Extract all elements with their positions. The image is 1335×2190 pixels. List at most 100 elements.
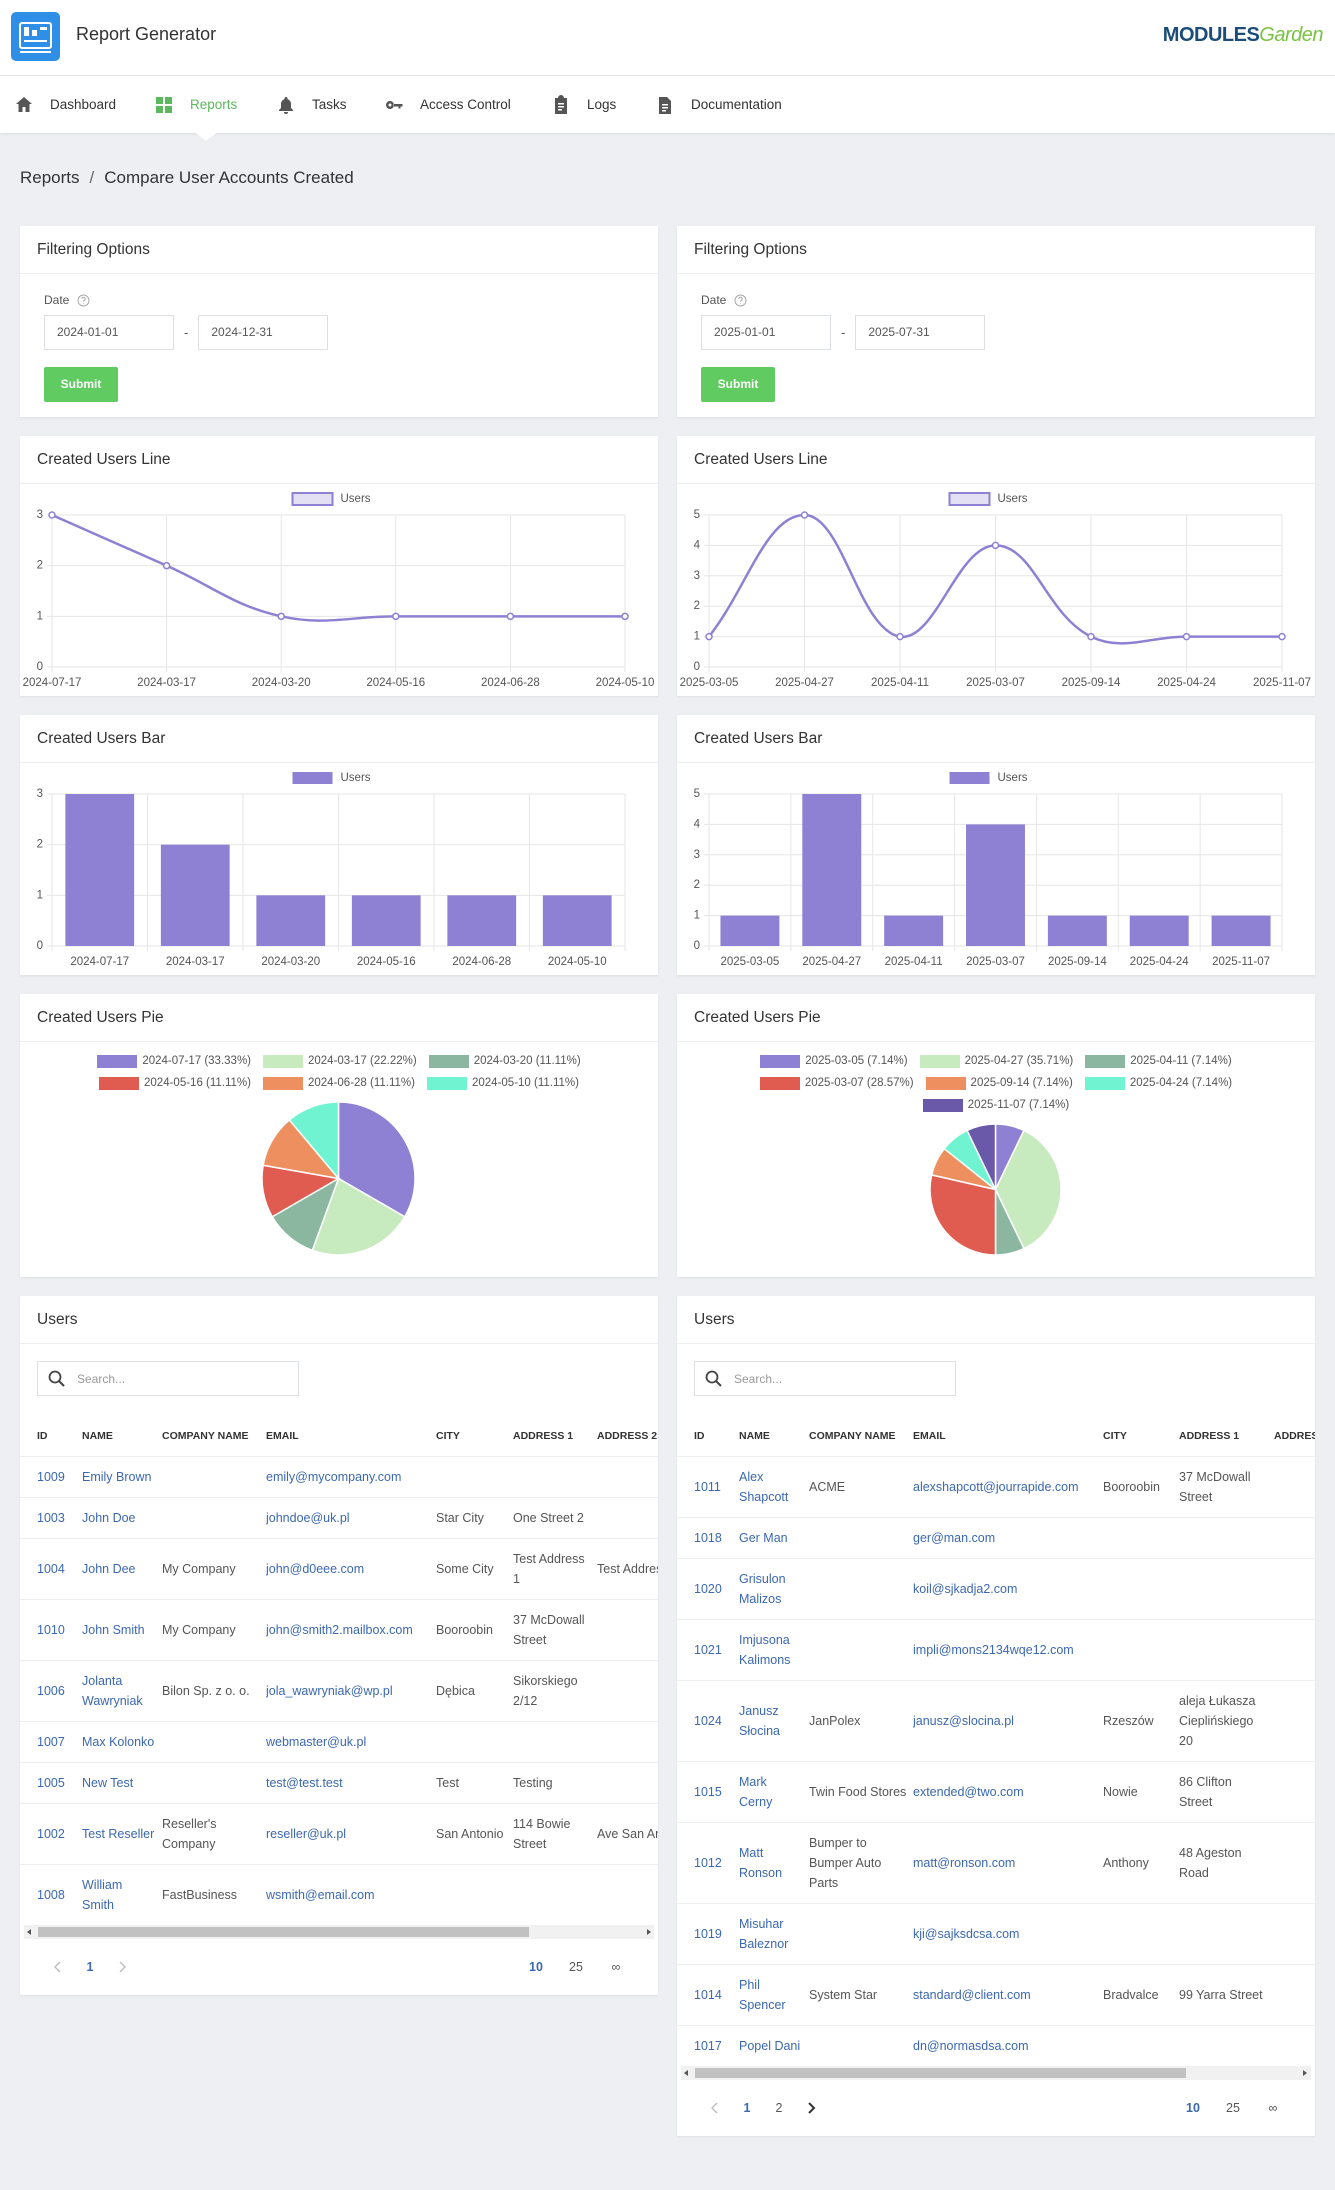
search-box[interactable]: Search... (37, 1361, 299, 1396)
legend-item[interactable]: 2024-03-17 (22.22%) (263, 1050, 417, 1072)
cell-email[interactable]: extended@two.com (913, 1761, 1103, 1823)
cell-id[interactable]: 1020 (677, 1558, 739, 1620)
column-header[interactable]: ID (694, 1430, 705, 1442)
legend-item[interactable]: 2024-06-28 (11.11%) (263, 1072, 415, 1094)
nav-item[interactable]: Tasks (276, 76, 347, 133)
page-size[interactable]: 10 (1186, 2101, 1200, 2115)
cell-email[interactable]: alexshapcott@jourrapide.com (913, 1456, 1103, 1518)
cell-id[interactable]: 1008 (20, 1864, 82, 1925)
page-size[interactable]: 25 (1226, 2101, 1240, 2115)
legend-item[interactable]: 2025-04-11 (7.14%) (1085, 1050, 1232, 1072)
scroll-thumb[interactable] (38, 1927, 530, 1937)
cell-name[interactable]: Imjusona Kalimons (739, 1619, 809, 1681)
cell-name[interactable]: William Smith (82, 1864, 162, 1925)
cell-id[interactable]: 1012 (677, 1822, 739, 1904)
column-header[interactable]: ADDRESS 1 (1179, 1430, 1240, 1442)
cell-email[interactable]: standard@client.com (913, 1964, 1103, 2026)
cell-id[interactable]: 1009 (20, 1456, 82, 1498)
date-from-input[interactable]: 2025-01-01 (701, 315, 831, 350)
page-number[interactable]: 1 (743, 2101, 751, 2115)
legend-item[interactable]: 2024-05-10 (11.11%) (426, 1072, 579, 1094)
cell-email[interactable]: webmaster@uk.pl (266, 1721, 436, 1763)
page-size[interactable]: ∞ (611, 1960, 621, 1974)
page-size[interactable]: 25 (569, 1960, 583, 1974)
column-header[interactable]: COMPANY NAME (809, 1430, 896, 1442)
legend-item[interactable]: 2025-03-07 (28.57%) (759, 1072, 914, 1094)
cell-name[interactable]: Mark Cerny (739, 1761, 809, 1823)
cell-email[interactable]: test@test.test (266, 1762, 436, 1804)
cell-name[interactable]: Grisulon Malizos (739, 1558, 809, 1620)
cell-email[interactable]: impli@mons2134wqe12.com (913, 1619, 1103, 1681)
column-header[interactable]: ADDRESS 1 (513, 1430, 574, 1442)
next-page[interactable] (795, 2101, 827, 2115)
legend-item[interactable]: 2025-11-07 (7.14%) (922, 1094, 1069, 1116)
cell-name[interactable]: Phil Spencer (739, 1964, 809, 2026)
nav-item[interactable]: Reports (154, 76, 237, 133)
column-header[interactable]: CITY (436, 1430, 460, 1442)
cell-email[interactable]: john@d0eee.com (266, 1538, 436, 1600)
column-header[interactable]: COMPANY NAME (162, 1430, 249, 1442)
cell-email[interactable]: koil@sjkadja2.com (913, 1558, 1103, 1620)
cell-email[interactable]: john@smith2.mailbox.com (266, 1599, 436, 1661)
cell-id[interactable]: 1024 (677, 1680, 739, 1762)
legend-item[interactable]: 2025-03-05 (7.14%) (760, 1050, 908, 1072)
nav-item[interactable]: Access Control (384, 76, 511, 133)
page-number[interactable]: 2 (775, 2101, 783, 2115)
column-header[interactable]: CITY (1103, 1430, 1127, 1442)
legend-item[interactable]: 2024-05-16 (11.11%) (99, 1072, 251, 1094)
column-header[interactable]: ADDRESS 2 (1274, 1430, 1315, 1442)
page-size[interactable]: ∞ (1268, 2101, 1278, 2115)
nav-item[interactable]: Logs (551, 76, 616, 133)
column-header[interactable]: ID (37, 1430, 48, 1442)
cell-email[interactable]: dn@normasdsa.com (913, 2025, 1103, 2066)
search-box[interactable]: Search... (694, 1361, 956, 1396)
nav-item[interactable]: Documentation (655, 76, 782, 133)
cell-name[interactable]: Matt Ronson (739, 1822, 809, 1904)
column-header[interactable]: NAME (739, 1430, 770, 1442)
legend-item[interactable]: 2025-09-14 (7.14%) (925, 1072, 1073, 1094)
page-size[interactable]: 10 (529, 1960, 543, 1974)
cell-id[interactable]: 1014 (677, 1964, 739, 2026)
breadcrumb-item[interactable]: Reports (20, 168, 80, 187)
cell-id[interactable]: 1004 (20, 1538, 82, 1600)
cell-id[interactable]: 1015 (677, 1761, 739, 1823)
scroll-thumb[interactable] (695, 2068, 1187, 2078)
cell-name[interactable]: Popel Dani (739, 2025, 809, 2066)
submit-button[interactable]: Submit (701, 367, 775, 402)
cell-name[interactable]: Misuhar Baleznor (739, 1903, 809, 1965)
cell-id[interactable]: 1017 (677, 2025, 739, 2066)
cell-email[interactable]: johndoe@uk.pl (266, 1497, 436, 1539)
cell-email[interactable]: jola_wawryniak@wp.pl (266, 1660, 436, 1722)
cell-id[interactable]: 1007 (20, 1721, 82, 1763)
cell-name[interactable]: John Doe (82, 1497, 162, 1539)
cell-id[interactable]: 1010 (20, 1599, 82, 1661)
cell-id[interactable]: 1018 (677, 1517, 739, 1559)
cell-id[interactable]: 1002 (20, 1803, 82, 1865)
cell-id[interactable]: 1005 (20, 1762, 82, 1804)
cell-name[interactable]: John Smith (82, 1599, 162, 1661)
legend-item[interactable]: 2025-04-24 (7.14%) (1084, 1072, 1232, 1094)
cell-email[interactable]: matt@ronson.com (913, 1822, 1103, 1904)
cell-email[interactable]: reseller@uk.pl (266, 1803, 436, 1865)
cell-name[interactable]: John Dee (82, 1538, 162, 1600)
cell-name[interactable]: Ger Man (739, 1517, 809, 1559)
nav-item[interactable]: Dashboard (14, 76, 116, 133)
cell-name[interactable]: Alex Shapcott (739, 1456, 809, 1518)
legend-item[interactable]: 2025-04-27 (35.71%) (919, 1050, 1073, 1072)
cell-id[interactable]: 1003 (20, 1497, 82, 1539)
submit-button[interactable]: Submit (44, 367, 118, 402)
cell-email[interactable]: ger@man.com (913, 1517, 1103, 1559)
cell-name[interactable]: Jolanta Wawryniak (82, 1660, 162, 1722)
legend-item[interactable]: 2024-07-17 (33.33%) (97, 1050, 251, 1072)
column-header[interactable]: EMAIL (913, 1430, 946, 1442)
cell-email[interactable]: emily@mycompany.com (266, 1456, 436, 1498)
column-header[interactable]: NAME (82, 1430, 113, 1442)
cell-id[interactable]: 1011 (677, 1456, 739, 1518)
date-to-input[interactable]: 2025-07-31 (855, 315, 986, 350)
cell-id[interactable]: 1021 (677, 1619, 739, 1681)
page-number[interactable]: 1 (86, 1960, 94, 1974)
cell-email[interactable]: janusz@slocina.pl (913, 1680, 1103, 1762)
cell-id[interactable]: 1006 (20, 1660, 82, 1722)
cell-email[interactable]: wsmith@email.com (266, 1864, 436, 1925)
cell-name[interactable]: Test Reseller (82, 1803, 162, 1865)
